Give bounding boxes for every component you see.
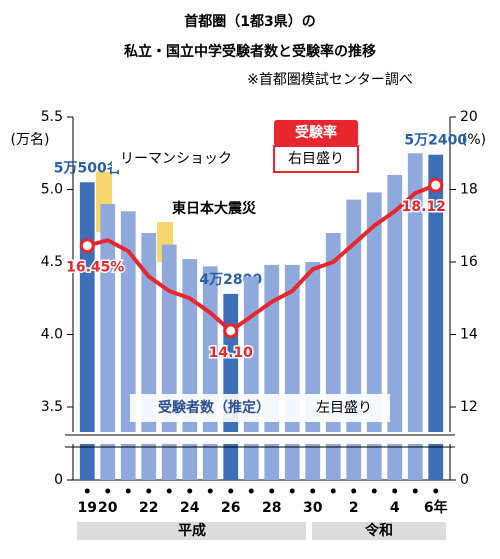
x-dot (207, 488, 213, 494)
annotation: リーマンショック (120, 151, 232, 167)
x-tick-label: 24 (180, 500, 200, 516)
x-tick-label: 2 (349, 500, 359, 516)
chart-title: 首都圏（1都3県）の (184, 13, 315, 30)
rate-value-label: 14.10 (209, 345, 254, 361)
x-dot (166, 488, 172, 494)
x-tick-label: 28 (262, 500, 281, 516)
annotation-box (112, 148, 240, 170)
y-tick-label: 4.5 (41, 254, 63, 270)
bar (202, 266, 218, 480)
x-tick-label: 6年 (424, 499, 448, 516)
y-tick-label: 4.0 (41, 327, 63, 343)
x-dot (228, 488, 234, 494)
x-tick-label: 26 (221, 500, 240, 516)
bar (305, 262, 321, 480)
rate-point (223, 323, 239, 339)
legend-label: 受験率 (295, 124, 337, 141)
bar (407, 153, 423, 480)
y2-tick-label: 14 (460, 327, 478, 343)
x-dot (105, 488, 111, 494)
bar (387, 175, 403, 480)
x-dot (146, 488, 152, 494)
x-dot (412, 488, 418, 494)
rate-line (86, 183, 437, 334)
y-tick-label: 3.5 (41, 399, 63, 415)
y2-tick-label: 20 (460, 109, 478, 125)
era-band (312, 522, 446, 540)
subtitle: ※首都圏模試センター調べ (247, 72, 413, 88)
annotation: 東日本大震災 (172, 200, 257, 217)
x-dot (330, 488, 336, 494)
bar (79, 182, 95, 480)
legend-note: 左目盛り (316, 400, 372, 416)
bar-value-label: 5万2400 (404, 133, 467, 149)
x-tick-label: 19 (78, 500, 97, 516)
rate-value-label: 18.12 (402, 199, 446, 215)
legend-box (130, 394, 390, 422)
bar (264, 264, 280, 480)
x-tick-label: 20 (98, 500, 118, 516)
x-dot (248, 488, 254, 494)
x-dot (84, 488, 90, 494)
x-dot (392, 488, 398, 494)
x-dot (351, 488, 357, 494)
bar (182, 259, 198, 480)
annotation-box (160, 198, 268, 220)
x-tick-label: 4 (390, 500, 400, 516)
x-dot (289, 488, 295, 494)
chart-title: 私立・国立中学受験者数と受験率の推移 (124, 43, 376, 60)
bar-value-label: 5万500名 (54, 159, 121, 176)
bar (223, 293, 239, 480)
y2-tick-label: 18 (460, 182, 478, 198)
y-tick-label: 5.5 (41, 109, 63, 125)
y-axis-label: (万名) (11, 132, 50, 148)
legend-swatch (274, 120, 358, 146)
x-dot (371, 488, 377, 494)
legend-box (273, 145, 359, 173)
x-dot (310, 488, 316, 494)
era-label: 令和 (364, 522, 393, 539)
bar (100, 204, 116, 480)
x-dot (125, 488, 131, 494)
era-band (77, 522, 306, 540)
y2-tick-label: 16 (460, 254, 478, 270)
rate-point (79, 238, 95, 254)
rate-value-label: 16.45% (66, 260, 124, 276)
x-dot (187, 488, 193, 494)
y-tick-label: 0 (54, 472, 63, 488)
bar (284, 264, 300, 480)
x-tick-label: 30 (303, 500, 323, 516)
x-dot (433, 488, 439, 494)
rate-point (428, 177, 444, 193)
y2-axis-label: (%) (462, 132, 486, 148)
legend-note: 右目盛り (288, 151, 344, 167)
x-dot (269, 488, 275, 494)
axis-break (65, 432, 460, 444)
bar (161, 244, 177, 480)
y2-tick-label: 12 (460, 399, 478, 415)
x-tick-label: 22 (139, 500, 158, 516)
era-label: 平成 (178, 522, 206, 539)
bar (243, 276, 259, 480)
legend-label: 受験者数（推定） (158, 399, 270, 416)
bar (428, 154, 444, 480)
y2-tick-label: 0 (460, 472, 469, 488)
y-tick-label: 5.0 (41, 182, 63, 198)
